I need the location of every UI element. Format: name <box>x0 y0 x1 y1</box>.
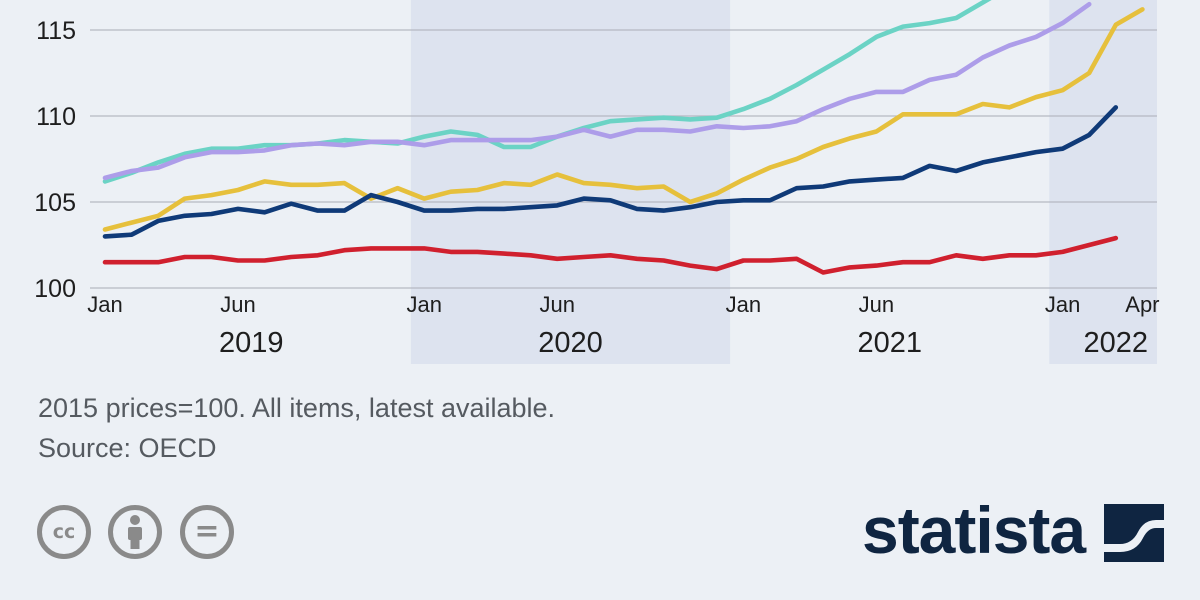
x-tick-label: Jan <box>406 292 441 317</box>
year-shade-2022 <box>1049 0 1157 364</box>
chart-note: 2015 prices=100. All items, latest avail… <box>38 393 556 423</box>
gridlines <box>90 29 1157 289</box>
no-derivatives-icon[interactable]: = <box>180 505 234 559</box>
cc-glyph: cc <box>52 521 76 543</box>
attribution-icon[interactable] <box>108 505 162 559</box>
series-line-3 <box>102 7 1145 232</box>
y-tick-label: 110 <box>36 103 76 131</box>
series-line-4 <box>102 105 1119 239</box>
year-shading <box>410 0 1157 364</box>
year-labels: 2019 2020 2021 2022 <box>219 327 1148 359</box>
y-tick-label: 100 <box>34 275 76 303</box>
statista-logo-text[interactable]: statista <box>862 493 1086 567</box>
x-axis-ticks: Jan Jun Jan Jun Jan Jun Jan Apr <box>87 292 1159 317</box>
x-tick-label: Apr <box>1125 292 1159 317</box>
year-label: 2022 <box>1084 327 1149 359</box>
x-tick-label: Jan <box>726 292 761 317</box>
source-note: Source: OECD <box>38 433 217 463</box>
statista-logo-icon[interactable] <box>1104 504 1164 562</box>
creative-commons-icon[interactable]: cc <box>37 505 91 559</box>
year-shade-2020 <box>410 0 731 364</box>
year-label: 2020 <box>538 327 603 359</box>
x-tick-label: Jun <box>220 292 255 317</box>
year-label: 2019 <box>219 327 284 359</box>
y-tick-label: 115 <box>36 17 76 45</box>
equals-glyph: = <box>194 514 220 549</box>
line-chart: 100 105 110 115 Jan Jun Jan Jun Jan Jun Jan Apr 20… <box>34 0 1160 364</box>
x-tick-label: Jan <box>1045 292 1080 317</box>
series-line-2 <box>102 1 1092 181</box>
series-lines <box>102 0 1145 275</box>
y-tick-label: 105 <box>34 189 76 217</box>
y-axis-ticks: 100 105 110 115 <box>34 17 76 303</box>
person-icon <box>128 515 142 549</box>
x-tick-label: Jan <box>87 292 122 317</box>
series-line-5 <box>102 235 1119 275</box>
x-tick-label: Jun <box>859 292 894 317</box>
year-label: 2021 <box>857 327 922 359</box>
x-tick-label: Jun <box>539 292 574 317</box>
